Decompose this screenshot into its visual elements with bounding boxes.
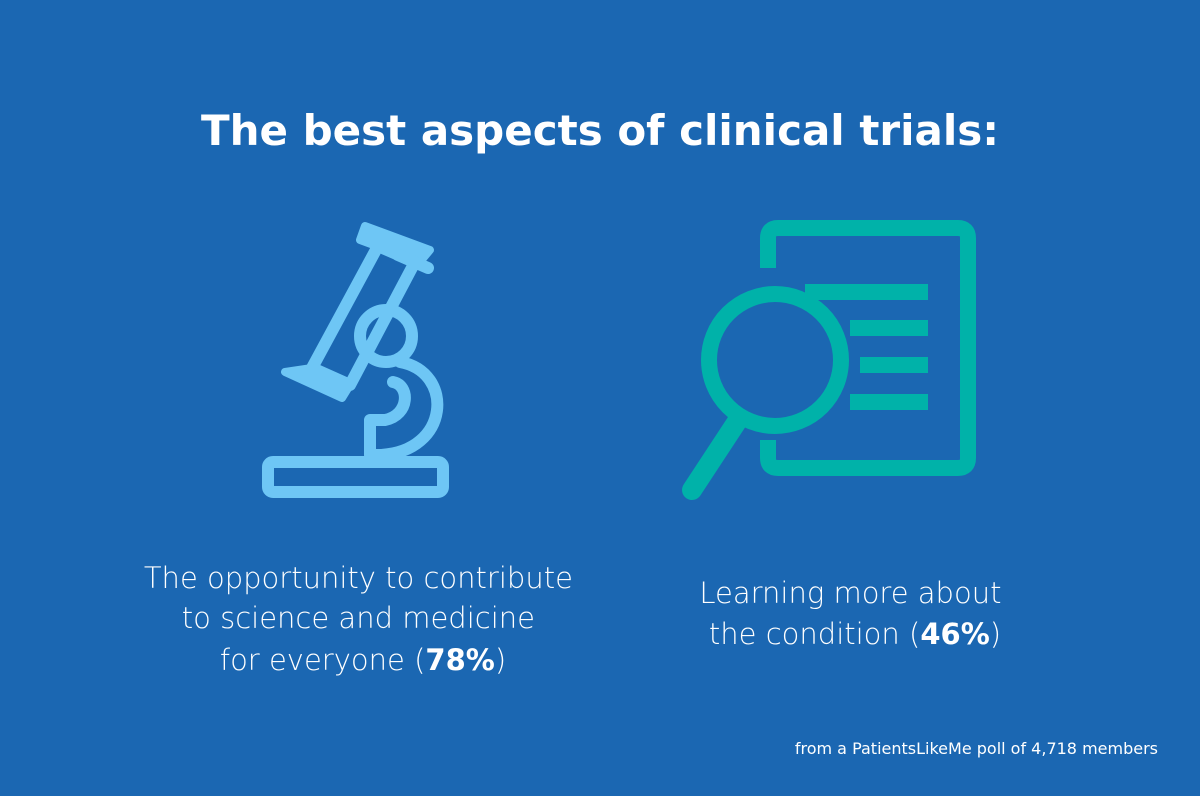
item-text: Learning more about the condition (46%) <box>699 576 1010 651</box>
text-line: to science and medicine <box>182 601 535 635</box>
text-part: ) <box>990 617 1001 651</box>
title: The best aspects of clinical trials: <box>201 106 999 155</box>
text-part: the condition ( <box>709 617 920 651</box>
text-line: Learning more about <box>699 576 1001 610</box>
text-line: for everyone (78%) <box>220 643 506 677</box>
magnifier-icon <box>682 220 976 500</box>
text-part: ) <box>495 643 506 677</box>
footer: from a PatientsLikeMe poll of 4,718 memb… <box>795 739 1158 758</box>
item-text: The opportunity to contribute to science… <box>144 561 582 677</box>
microscope-icon <box>262 222 449 498</box>
percent: 46% <box>920 617 989 651</box>
text-part: for everyone ( <box>220 643 426 677</box>
text-line: the condition (46%) <box>709 617 1001 651</box>
text-line: The opportunity to contribute <box>144 561 573 595</box>
percent: 78% <box>425 643 494 677</box>
